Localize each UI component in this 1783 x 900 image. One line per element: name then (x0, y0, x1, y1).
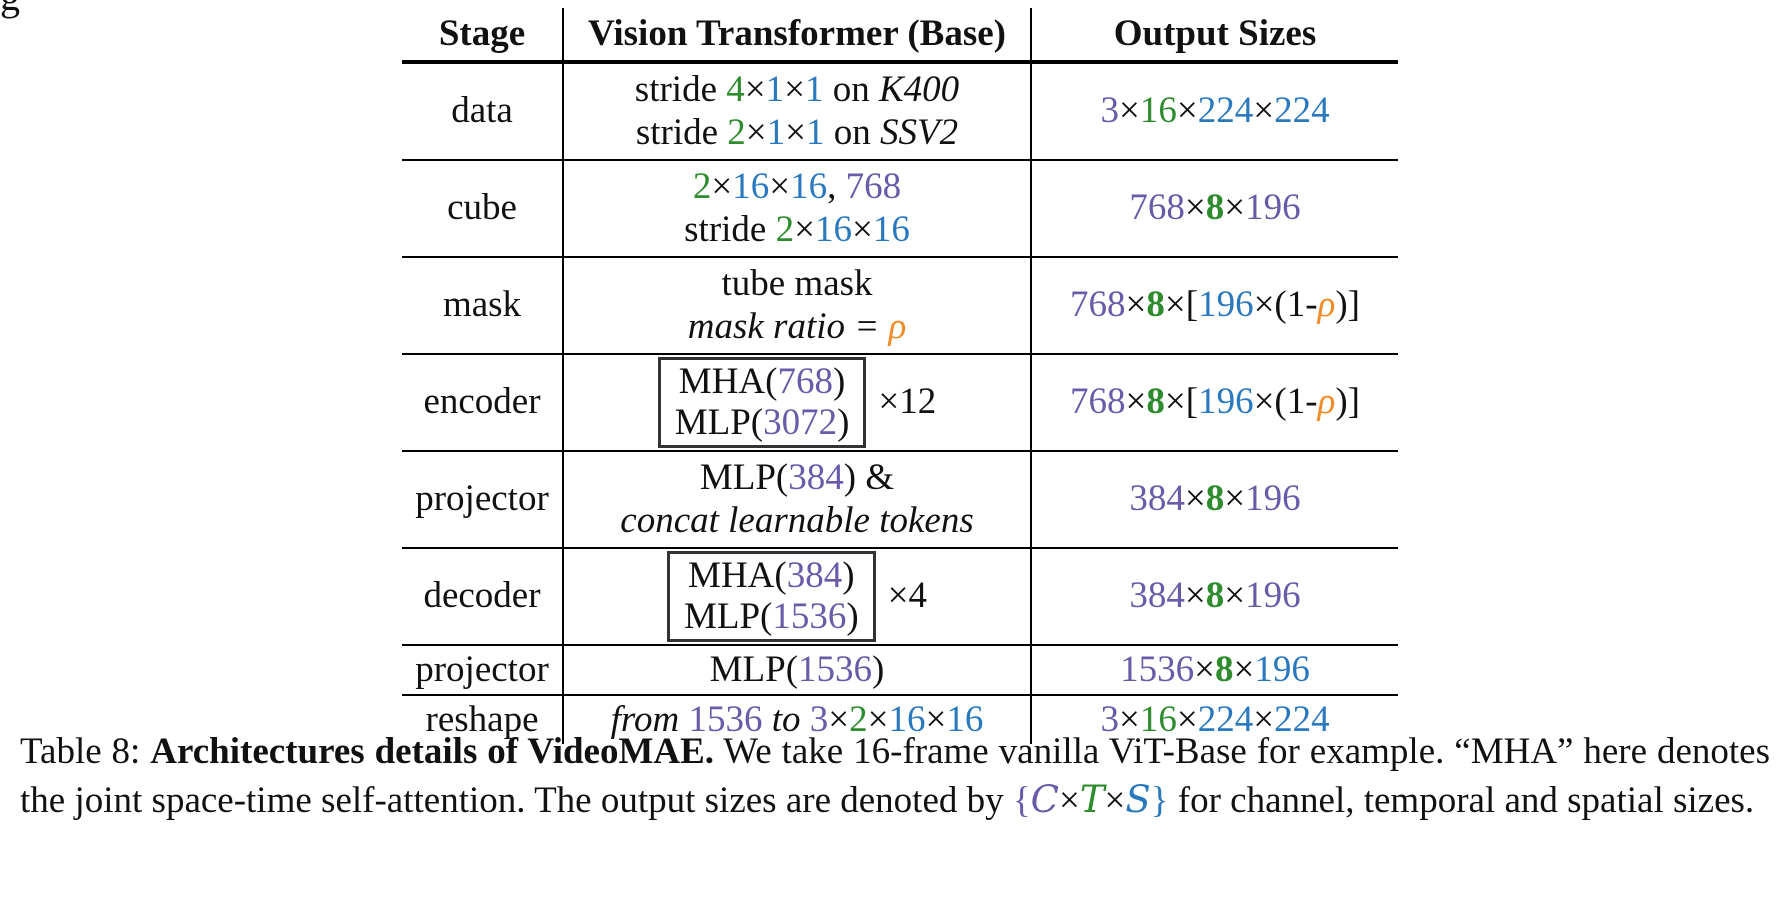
table-row-data: data stride 4×1×1 on K400 stride 2×1×1 o… (402, 62, 1398, 161)
output-size-cell: 3×16×224×224 (1100, 698, 1330, 740)
header-stage: Stage (402, 8, 563, 64)
repeat-count: ×4 (887, 575, 928, 617)
mlp-line: MLP(1536) (683, 595, 859, 637)
table-row-cube: cube 2×16×16, 768 stride 2×16×16 768×8×1… (402, 160, 1398, 258)
caption-text-end: for channel, temporal and spatial sizes. (1168, 780, 1755, 821)
stage-cell: cube (402, 160, 563, 258)
mlp-line: MLP(3072) (674, 401, 850, 443)
table-row-reshape: reshape from 1536 to 3×2×16×16 3×16×224×… (402, 695, 1398, 744)
stage-cell: projector (402, 645, 563, 696)
vit-cell: MLP(384) & concat learnable tokens (562, 451, 1032, 549)
block-bracket: MHA(768) MLP(3072) (657, 356, 867, 449)
caption-label: Table 8: (20, 731, 151, 772)
table-row-encoder: encoder MHA(768) MLP(3072) ×12 768×8×[19… (402, 354, 1398, 452)
cut-off-text-fragment: g (0, 0, 80, 17)
output-size-cell: 1536×8×196 (1031, 645, 1398, 696)
block-repeat: MHA(384) MLP(1536) ×4 (666, 550, 928, 643)
output-size-cell: 768×8×[196×(1-ρ)] (1031, 354, 1398, 452)
vit-line-2: stride 2×16×16 (684, 208, 910, 250)
vit-cell: MHA(768) MLP(3072) ×12 (562, 354, 1032, 452)
header-vision-transformer: Vision Transformer (Base) (562, 8, 1032, 64)
vit-line-1: MLP(384) & (699, 456, 895, 498)
table-header-row: Stage Vision Transformer (Base) Output S… (402, 8, 1398, 64)
architecture-table: Stage Vision Transformer (Base) Output S… (402, 8, 1398, 744)
vit-line-2: concat learnable tokens (620, 499, 974, 541)
output-size-cell: 3×16×224×224 (1031, 62, 1398, 161)
output-size-cell: 384×8×196 (1031, 451, 1398, 549)
table-row-decoder: decoder MHA(384) MLP(1536) ×4 384×8×196 (402, 548, 1398, 646)
vit-cell: tube mask mask ratio = ρ (562, 257, 1032, 355)
table-caption: Table 8: Architectures details of VideoM… (20, 731, 1770, 821)
vit-line-2: stride 2×1×1 on SSV2 (635, 111, 959, 153)
vit-line-1: tube mask (721, 262, 873, 304)
vit-cell: stride 4×1×1 on K400 stride 2×1×1 on SSV… (562, 62, 1032, 161)
caption-text: We take 16-frame vanilla ViT-Base for ex… (20, 731, 1770, 821)
stage-cell: decoder (402, 548, 563, 646)
vit-cell: from 1536 to 3×2×16×16 (562, 695, 1032, 744)
vit-cell: 2×16×16, 768 stride 2×16×16 (562, 160, 1032, 258)
table-row-projector: projector MLP(384) & concat learnable to… (402, 451, 1398, 549)
vit-line-1: stride 4×1×1 on K400 (634, 68, 960, 110)
vit-line-2: mask ratio = ρ (687, 305, 907, 347)
stage-cell: mask (402, 257, 563, 355)
table-row-projector: projector MLP(1536) 1536×8×196 (402, 645, 1398, 696)
block-bracket: MHA(384) MLP(1536) (666, 550, 876, 643)
table-row-mask: mask tube mask mask ratio = ρ 768×8×[196… (402, 257, 1398, 355)
mha-line: MHA(768) (678, 360, 846, 402)
repeat-count: ×12 (878, 381, 937, 423)
output-size-cell: 768×8×196 (1031, 160, 1398, 258)
block-repeat: MHA(768) MLP(3072) ×12 (657, 356, 937, 449)
stage-cell: encoder (402, 354, 563, 452)
stage-cell: projector (402, 451, 563, 549)
vit-line-1: 2×16×16, 768 (692, 165, 902, 207)
stage-cell: data (402, 62, 563, 161)
header-output-sizes: Output Sizes (1031, 8, 1398, 64)
vit-cell: MHA(384) MLP(1536) ×4 (562, 548, 1032, 646)
mha-line: MHA(384) (688, 554, 855, 596)
vit-cell: MLP(1536) (562, 645, 1032, 696)
output-size-cell: 768×8×[196×(1-ρ)] (1031, 257, 1398, 355)
stage-cell: reshape (425, 698, 539, 740)
output-size-cell: 384×8×196 (1031, 548, 1398, 646)
caption-bold-title: Architectures details of VideoMAE. (150, 731, 715, 772)
